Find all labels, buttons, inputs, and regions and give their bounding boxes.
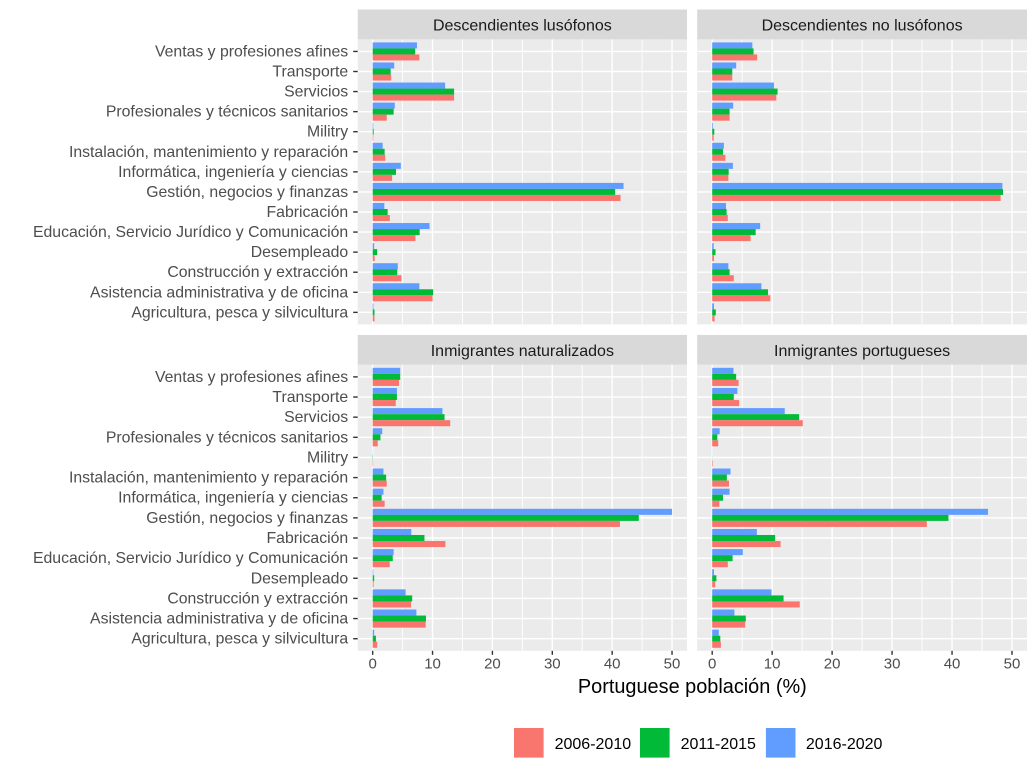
svg-text:Asistencia administrativa y de: Asistencia administrativa y de oficina: [90, 611, 348, 628]
svg-text:Gestión, negocios y finanzas: Gestión, negocios y finanzas: [146, 510, 348, 527]
svg-text:20: 20: [824, 656, 841, 673]
svg-text:Portuguese población (%): Portuguese población (%): [578, 676, 807, 698]
svg-text:Construcción y extracción: Construcción y extracción: [167, 590, 348, 607]
svg-text:Instalación, mantenimiento y r: Instalación, mantenimiento y reparación: [69, 470, 348, 487]
svg-text:Servicios: Servicios: [284, 409, 348, 426]
svg-text:Descendientes lusófonos: Descendientes lusófonos: [433, 18, 612, 35]
svg-text:20: 20: [484, 656, 501, 673]
svg-text:30: 30: [544, 656, 561, 673]
svg-text:Ventas y profesiones afines: Ventas y profesiones afines: [155, 43, 348, 60]
svg-text:2016-2020: 2016-2020: [806, 736, 883, 753]
svg-text:30: 30: [884, 656, 901, 673]
svg-text:Profesionales y técnicos sanit: Profesionales y técnicos sanitarios: [106, 429, 348, 446]
svg-text:Construcción y extracción: Construcción y extracción: [167, 264, 348, 281]
svg-text:Educación, Servicio Jurídico y: Educación, Servicio Jurídico y Comunicac…: [33, 224, 348, 241]
svg-text:Militry: Militry: [307, 449, 348, 466]
svg-text:Militry: Militry: [307, 124, 348, 141]
svg-text:Agricultura, pesca y silvicult: Agricultura, pesca y silvicultura: [131, 631, 348, 648]
svg-text:0: 0: [708, 656, 716, 673]
svg-text:Servicios: Servicios: [284, 84, 348, 101]
svg-text:2011-2015: 2011-2015: [681, 736, 756, 753]
svg-text:10: 10: [764, 656, 781, 673]
svg-text:Desempleado: Desempleado: [251, 244, 349, 261]
svg-text:2006-2010: 2006-2010: [555, 736, 632, 753]
svg-text:50: 50: [664, 656, 681, 673]
svg-text:Instalación, mantenimiento y r: Instalación, mantenimiento y reparación: [69, 144, 348, 161]
svg-text:40: 40: [604, 656, 621, 673]
svg-text:Gestión, negocios y finanzas: Gestión, negocios y finanzas: [146, 184, 348, 201]
svg-text:Fabricación: Fabricación: [267, 204, 349, 221]
svg-text:Transporte: Transporte: [272, 64, 348, 81]
svg-text:Profesionales y técnicos sanit: Profesionales y técnicos sanitarios: [106, 104, 348, 121]
svg-text:Educación, Servicio Jurídico y: Educación, Servicio Jurídico y Comunicac…: [33, 550, 348, 567]
svg-text:Fabricación: Fabricación: [267, 530, 349, 547]
svg-text:Informática, ingeniería y cien: Informática, ingeniería y ciencias: [118, 164, 348, 181]
svg-text:0: 0: [368, 656, 376, 673]
svg-text:Desempleado: Desempleado: [251, 570, 349, 587]
svg-text:40: 40: [944, 656, 961, 673]
svg-text:Ventas y profesiones afines: Ventas y profesiones afines: [155, 369, 348, 386]
svg-text:Descendientes no lusófonos: Descendientes no lusófonos: [762, 18, 963, 35]
svg-text:10: 10: [424, 656, 441, 673]
svg-text:Inmigrantes portugueses: Inmigrantes portugueses: [774, 343, 950, 360]
svg-text:Inmigrantes naturalizados: Inmigrantes naturalizados: [431, 343, 614, 360]
svg-text:Asistencia administrativa y de: Asistencia administrativa y de oficina: [90, 284, 348, 301]
svg-text:Agricultura, pesca y silvicult: Agricultura, pesca y silvicultura: [131, 304, 348, 321]
svg-text:Informática, ingeniería y cien: Informática, ingeniería y ciencias: [118, 490, 348, 507]
svg-text:50: 50: [1004, 656, 1021, 673]
svg-text:Transporte: Transporte: [272, 389, 348, 406]
